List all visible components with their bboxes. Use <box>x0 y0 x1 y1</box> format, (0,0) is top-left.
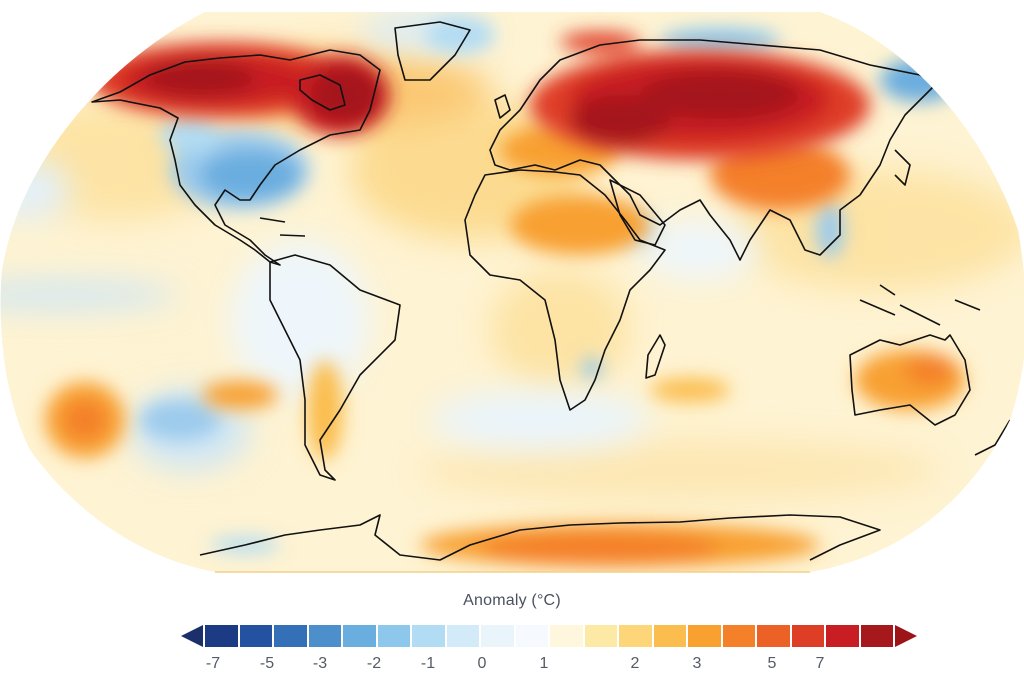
colorbar-swatch <box>550 625 583 647</box>
tick-label: -7 <box>205 655 221 672</box>
colorbar-swatch <box>515 625 548 647</box>
tick-label: 0 <box>477 655 487 672</box>
colorbar-swatch <box>584 625 617 647</box>
anomaly-map <box>0 12 1024 573</box>
colorbar-swatch <box>377 625 410 647</box>
legend-title: Anomaly (°C) <box>463 592 561 609</box>
colorbar-swatch <box>860 625 893 647</box>
tick-label: 5 <box>767 655 777 672</box>
colorbar-ticks: -7 -5 -3 -2 -1 0 1 2 3 5 7 <box>0 655 1024 677</box>
tick-label: 3 <box>692 655 702 672</box>
tick-label: 7 <box>815 655 825 672</box>
coastlines <box>91 21 1011 561</box>
colorbar-legend: Anomaly (°C) -7 -5 -3 -2 -1 0 1 2 3 5 <box>0 585 1024 683</box>
anomaly-field <box>0 12 1024 572</box>
colorbar-over-arrow <box>895 625 917 647</box>
tick-label: 2 <box>630 655 640 672</box>
colorbar-swatch <box>619 625 652 647</box>
colorbar-swatch <box>205 625 238 647</box>
colorbar-swatch <box>308 625 341 647</box>
colorbar-swatch <box>757 625 790 647</box>
colorbar-swatch <box>481 625 514 647</box>
tick-label: -5 <box>259 655 275 672</box>
tick-label: -3 <box>312 655 328 672</box>
colorbar-swatch <box>239 625 272 647</box>
colorbar-swatch <box>412 625 445 647</box>
colorbar-swatch <box>722 625 755 647</box>
colorbar-swatch <box>343 625 376 647</box>
colorbar-swatch <box>446 625 479 647</box>
colorbar-swatch <box>653 625 686 647</box>
colorbar-swatch <box>826 625 859 647</box>
tick-label: 1 <box>539 655 549 672</box>
colorbar-swatch <box>274 625 307 647</box>
colorbar-swatch <box>688 625 721 647</box>
tick-label: -2 <box>366 655 382 672</box>
tick-label: -1 <box>420 655 436 672</box>
colorbar-swatch <box>791 625 824 647</box>
colorbar-under-arrow <box>181 625 203 647</box>
colorbar <box>181 625 917 647</box>
